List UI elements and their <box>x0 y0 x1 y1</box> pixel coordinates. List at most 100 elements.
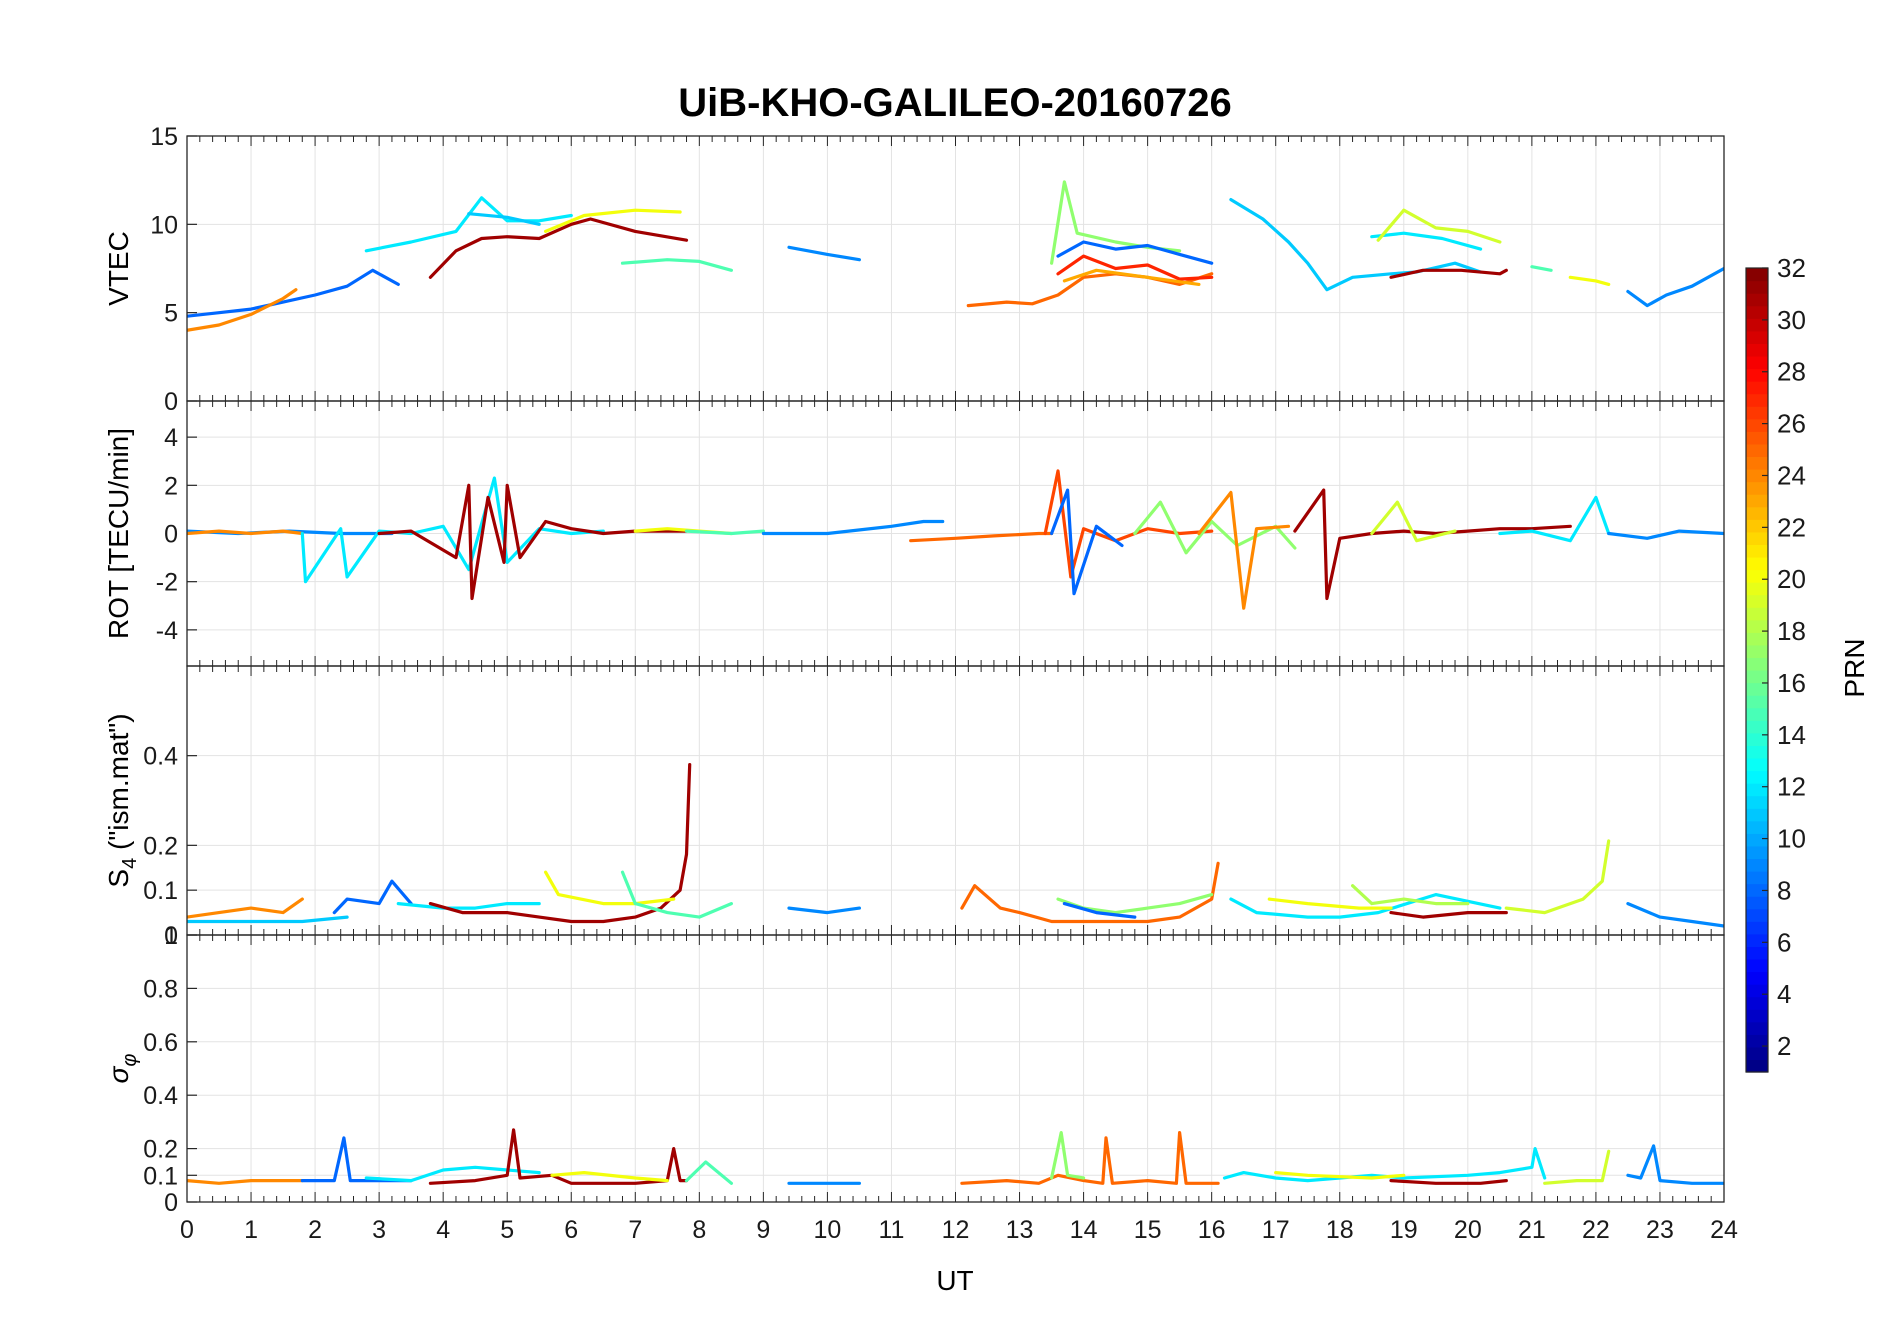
y-tick-label: 0 <box>164 388 178 416</box>
colorbar-tick-label: 4 <box>1777 979 1791 1009</box>
series-group <box>187 763 1724 928</box>
colorbar-segment <box>1746 820 1768 834</box>
y-tick-label: -4 <box>156 617 178 645</box>
colorbar-label: PRN <box>1839 638 1870 697</box>
x-tick-label: 14 <box>1070 1216 1098 1244</box>
y-tick-label: -2 <box>156 569 178 597</box>
series-line-prn-15 <box>684 1160 733 1185</box>
y-tick-label: 0.6 <box>143 1029 178 1057</box>
series-line-prn-15 <box>1530 265 1553 272</box>
colorbar-segment <box>1746 933 1768 947</box>
x-tick-label: 0 <box>180 1216 194 1244</box>
colorbar-segment <box>1746 883 1768 897</box>
y-tick-label: 0.2 <box>143 1136 178 1164</box>
x-tick-label: 18 <box>1326 1216 1354 1244</box>
series-line-prn-25 <box>960 1131 1220 1185</box>
colorbar-segment <box>1746 808 1768 822</box>
x-tick-label: 10 <box>814 1216 842 1244</box>
x-tick-label: 4 <box>436 1216 450 1244</box>
x-tick-label: 5 <box>500 1216 514 1244</box>
colorbar-segment <box>1746 670 1768 684</box>
series-line-prn-12 <box>1229 893 1502 919</box>
colorbar-tick-label: 22 <box>1777 512 1806 542</box>
x-tick-label: 15 <box>1134 1216 1162 1244</box>
colorbar-segment <box>1746 406 1768 420</box>
x-tick-label: 9 <box>756 1216 770 1244</box>
colorbar-segment <box>1746 1009 1768 1023</box>
colorbar-tick-label: 20 <box>1777 564 1806 594</box>
series-group <box>187 469 1724 610</box>
series-line-prn-23 <box>1062 268 1201 286</box>
series-line-prn-24 <box>187 1179 304 1185</box>
series-line-prn-20 <box>544 208 682 233</box>
colorbar-segment <box>1746 418 1768 432</box>
colorbar-segment <box>1746 657 1768 671</box>
series-line-prn-8 <box>1056 240 1214 265</box>
series-line-prn-12 <box>1370 231 1483 251</box>
y-tick-label: 0.1 <box>143 1162 178 1190</box>
colorbar-segment <box>1746 971 1768 985</box>
colorbar-segment <box>1746 770 1768 784</box>
series-line-prn-27 <box>1056 254 1214 281</box>
series-line-prn-8 <box>1050 488 1124 596</box>
x-tick-label: 19 <box>1390 1216 1418 1244</box>
series-line-prn-17 <box>1050 1131 1086 1180</box>
series-group <box>187 1128 1724 1185</box>
colorbar-segment <box>1746 607 1768 621</box>
series-line-prn-19 <box>1543 1149 1611 1185</box>
colorbar-segment <box>1746 845 1768 860</box>
series-line-prn-12 <box>1498 495 1611 543</box>
series-line-prn-24 <box>187 288 298 332</box>
x-tick-label: 17 <box>1262 1216 1290 1244</box>
colorbar-segment <box>1746 1021 1768 1035</box>
colorbar-segment <box>1746 494 1768 508</box>
colorbar-tick-label: 32 <box>1777 253 1806 283</box>
colorbar-segment <box>1746 921 1768 935</box>
colorbar-segment <box>1746 582 1768 596</box>
y-axis-label: VTEC <box>103 231 134 306</box>
series-line-prn-20 <box>544 870 676 906</box>
colorbar-segment <box>1746 305 1768 319</box>
colorbar-segment <box>1746 594 1768 608</box>
colorbar-segment <box>1746 469 1768 483</box>
colorbar-segment <box>1746 707 1768 721</box>
x-tick-label: 12 <box>942 1216 970 1244</box>
colorbar-segment <box>1746 1046 1768 1061</box>
colorbar-segment <box>1746 871 1768 885</box>
axes-box <box>186 934 1725 1203</box>
colorbar-segment <box>1746 280 1768 294</box>
x-tick-label: 6 <box>564 1216 578 1244</box>
series-line-prn-9 <box>1626 266 1724 308</box>
series-line-prn-15 <box>620 870 733 919</box>
x-axis-label: UT <box>936 1265 973 1296</box>
colorbar-segment <box>1746 946 1768 960</box>
colorbar-segment <box>1746 984 1768 998</box>
series-line-prn-18 <box>1351 884 1470 906</box>
x-tick-label: 7 <box>628 1216 642 1244</box>
series-line-prn-31 <box>1293 488 1572 601</box>
colorbar-tick-label: 16 <box>1777 668 1806 698</box>
series-line-prn-19 <box>1370 500 1457 543</box>
series-line-prn-24 <box>1197 490 1291 610</box>
colorbar-segment <box>1746 556 1768 571</box>
series-line-prn-31 <box>428 763 692 924</box>
colorbar-tick-label: 10 <box>1777 824 1806 854</box>
series-line-prn-31 <box>1389 268 1508 279</box>
colorbar-segment <box>1746 443 1768 458</box>
series-line-prn-15 <box>684 529 765 536</box>
colorbar-segment <box>1746 833 1768 847</box>
colorbar-segment <box>1746 481 1768 495</box>
colorbar-tick-label: 14 <box>1777 720 1806 750</box>
colorbar-segment <box>1746 569 1768 583</box>
colorbar-segment <box>1746 368 1768 382</box>
colorbar-segment <box>1746 456 1768 470</box>
y-tick-label: 0 <box>164 1189 178 1217</box>
y-tick-label: 0.4 <box>143 743 178 771</box>
series-line-prn-19 <box>1376 208 1502 244</box>
series-line-prn-9 <box>787 906 861 915</box>
series-line-prn-8 <box>187 268 400 318</box>
colorbar-segment <box>1746 531 1768 545</box>
colorbar-segment <box>1746 732 1768 746</box>
colorbar-tick-label: 26 <box>1777 409 1806 439</box>
